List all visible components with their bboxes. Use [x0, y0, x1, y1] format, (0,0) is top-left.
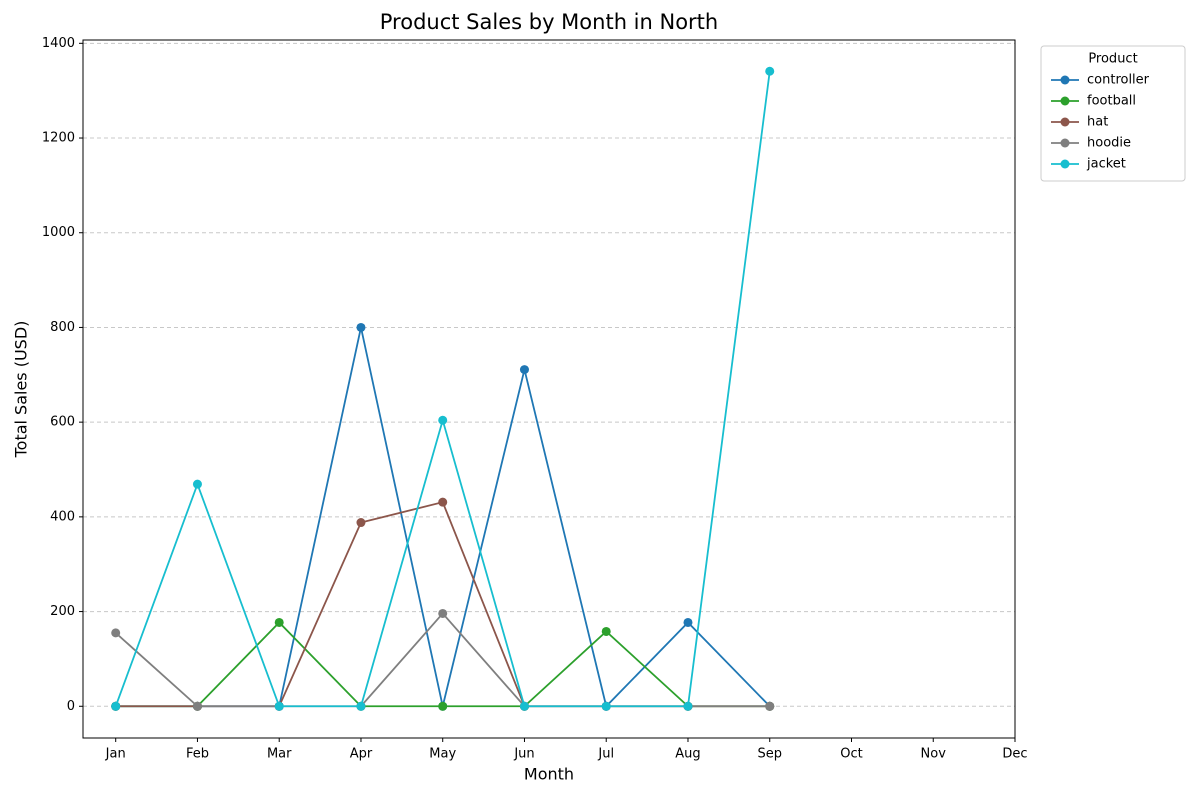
data-point — [356, 701, 366, 711]
data-point — [519, 365, 529, 375]
x-tick-label: Mar — [267, 747, 292, 762]
data-point — [274, 617, 284, 627]
data-point — [111, 628, 121, 638]
y-tick-label: 1400 — [42, 36, 75, 51]
data-point — [765, 701, 775, 711]
y-tick-label: 200 — [50, 604, 75, 619]
x-tick-label: Sep — [757, 747, 782, 762]
data-point — [192, 701, 202, 711]
data-point — [438, 415, 448, 425]
data-point — [519, 701, 529, 711]
data-point — [192, 479, 202, 489]
data-point — [438, 497, 448, 507]
legend-marker — [1060, 96, 1070, 106]
data-point — [601, 626, 611, 636]
chart-title: Product Sales by Month in North — [380, 10, 718, 34]
legend-title: Product — [1088, 52, 1137, 67]
x-tick-label: Apr — [350, 747, 373, 762]
legend-label: controller — [1087, 73, 1150, 88]
legend-label: football — [1087, 94, 1136, 109]
series-line — [115, 501, 770, 708]
data-point — [356, 518, 366, 528]
data-point — [765, 66, 775, 76]
x-tick-label: Feb — [186, 747, 209, 762]
y-tick-label: 600 — [50, 415, 75, 430]
y-tick-label: 1200 — [42, 131, 75, 146]
data-point — [601, 701, 611, 711]
x-tick-label: Oct — [840, 747, 862, 762]
legend-marker — [1060, 138, 1070, 148]
y-tick-label: 400 — [50, 509, 75, 524]
x-tick-label: Jul — [597, 747, 614, 762]
data-point — [438, 701, 448, 711]
data-point — [356, 322, 366, 332]
y-axis-label: Total Sales (USD) — [12, 321, 31, 459]
data-point — [274, 701, 284, 711]
data-point — [438, 608, 448, 618]
data-point — [683, 701, 693, 711]
data-point — [683, 617, 693, 627]
x-tick-label: May — [429, 747, 456, 762]
series-line — [115, 621, 770, 708]
x-axis-label: Month — [524, 765, 574, 784]
y-tick-label: 1000 — [42, 225, 75, 240]
x-tick-label: Dec — [1002, 747, 1027, 762]
y-tick-label: 0 — [67, 699, 75, 714]
legend-marker — [1060, 117, 1070, 127]
x-tick-label: Nov — [921, 747, 947, 762]
legend-marker — [1060, 159, 1070, 169]
x-tick-label: Jan — [105, 747, 126, 762]
plot-frame — [82, 39, 1016, 739]
legend-label: hat — [1087, 115, 1108, 130]
legend-marker — [1060, 75, 1070, 85]
legend-label: hoodie — [1087, 136, 1131, 151]
data-point — [111, 701, 121, 711]
legend-label: jacket — [1086, 157, 1126, 172]
x-tick-label: Jun — [513, 747, 534, 762]
y-tick-label: 800 — [50, 320, 75, 335]
x-tick-label: Aug — [675, 747, 700, 762]
